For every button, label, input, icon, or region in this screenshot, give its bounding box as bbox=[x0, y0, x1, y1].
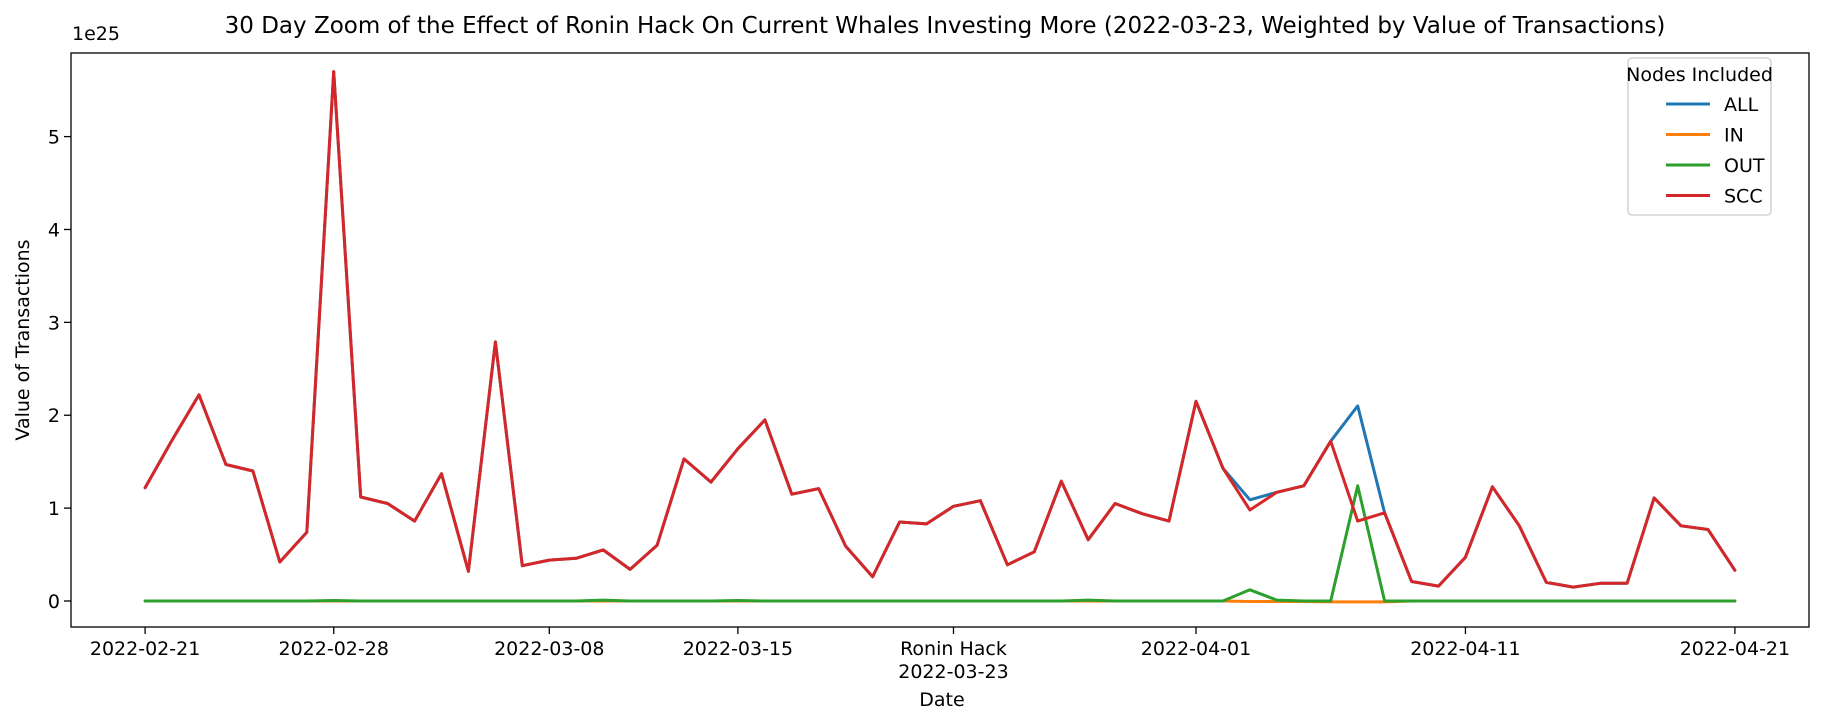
y-tick-label: 1 bbox=[48, 498, 60, 520]
x-tick-label: Ronin Hack bbox=[900, 638, 1007, 660]
x-tick-label: 2022-03-08 bbox=[494, 638, 604, 660]
x-tick-label: 2022-02-21 bbox=[90, 638, 200, 660]
series-layer bbox=[143, 70, 1737, 604]
legend-label-out: OUT bbox=[1724, 155, 1765, 177]
plot-frame bbox=[70, 52, 1810, 628]
x-tick-label: 2022-03-23 bbox=[898, 661, 1008, 683]
series-line-all bbox=[143, 70, 1737, 589]
legend-label-all: ALL bbox=[1724, 94, 1759, 116]
y-tick-label: 0 bbox=[48, 591, 60, 613]
series-line-out bbox=[143, 484, 1737, 603]
y-tick-label: 5 bbox=[48, 127, 60, 149]
legend: Nodes Included ALL IN OUT SCC bbox=[1626, 57, 1773, 216]
legend-label-scc: SCC bbox=[1724, 186, 1763, 208]
x-tick-label: 2022-04-21 bbox=[1680, 638, 1790, 660]
x-axis: 2022-02-21 2022-02-28 2022-03-08 2022-03-15… bbox=[90, 627, 1790, 683]
legend-title: Nodes Included bbox=[1626, 64, 1773, 86]
y-axis: 0 1 2 3 4 5 bbox=[48, 127, 71, 613]
legend-box bbox=[1627, 57, 1772, 216]
series-line-scc bbox=[143, 70, 1737, 589]
x-tick-label: 2022-03-15 bbox=[683, 638, 793, 660]
legend-items: ALL IN OUT SCC bbox=[1666, 94, 1765, 208]
x-tick-label: 2022-04-01 bbox=[1141, 638, 1251, 660]
y-tick-label: 4 bbox=[48, 219, 60, 241]
x-axis-label: Date bbox=[919, 689, 964, 711]
y-axis-label: Value of Transactions bbox=[12, 239, 34, 440]
y-tick-label: 3 bbox=[48, 312, 60, 334]
plot-area bbox=[70, 52, 1810, 628]
x-tick-label: 2022-04-11 bbox=[1410, 638, 1520, 660]
y-offset-label: 1e25 bbox=[72, 23, 120, 45]
y-tick-label: 2 bbox=[48, 405, 60, 427]
legend-label-in: IN bbox=[1724, 125, 1744, 147]
x-tick-label: 2022-02-28 bbox=[279, 638, 389, 660]
chart-title: 30 Day Zoom of the Effect of Ronin Hack … bbox=[225, 13, 1666, 39]
